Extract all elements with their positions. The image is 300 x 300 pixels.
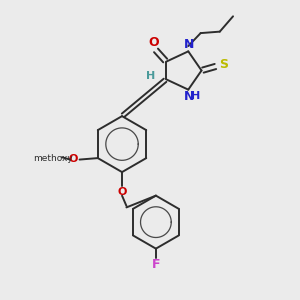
Text: H: H xyxy=(191,91,201,101)
Text: N: N xyxy=(184,38,194,51)
Text: H: H xyxy=(146,71,155,81)
Text: O: O xyxy=(118,187,127,197)
Text: methoxy: methoxy xyxy=(53,152,83,158)
Text: F: F xyxy=(152,258,160,271)
Text: methoxy: methoxy xyxy=(33,154,73,163)
Text: O: O xyxy=(68,154,78,164)
Text: N: N xyxy=(184,90,194,103)
Text: O: O xyxy=(148,36,159,49)
Text: S: S xyxy=(219,58,228,71)
